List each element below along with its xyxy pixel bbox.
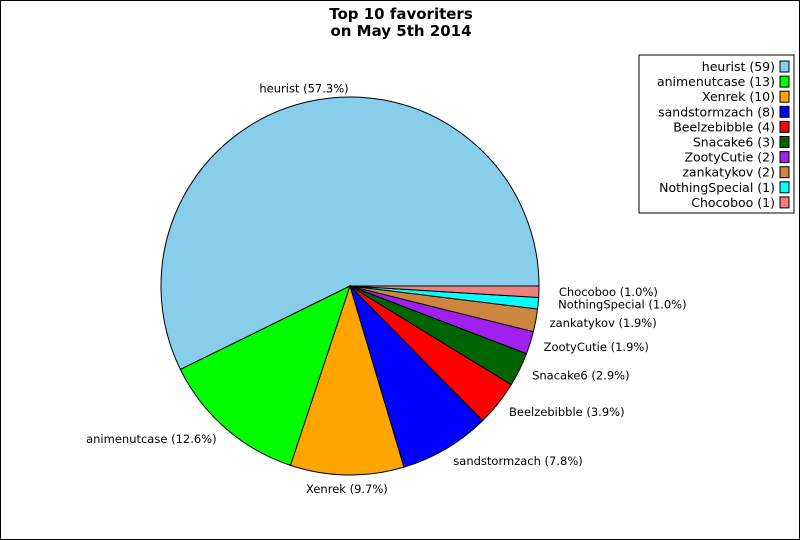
slice-label-heurist: heurist (57.3%) [259, 81, 348, 95]
pie-slice-animenutcase [179, 285, 351, 467]
legend-swatch-nothing-special [779, 181, 790, 194]
legend-label-sandstormzach: sandstormzach (8) [658, 104, 775, 119]
legend-swatch-beelzebibble [779, 120, 790, 133]
pie-slice-heurist [160, 96, 540, 371]
legend-label-snacake6: Snacake6 (3) [693, 135, 775, 150]
legend-label-zankatykov: zankatykov (2) [682, 165, 775, 180]
legend-label-beelzebibble: Beelzebibble (4) [673, 119, 775, 134]
legend: heurist (59)animenutcase (13)Xenrek (10)… [638, 54, 795, 214]
slice-label-xenrek: Xenrek (9.7%) [306, 482, 388, 496]
legend-swatch-xenrek [779, 90, 790, 103]
slice-label-nothing-special: NothingSpecial (1.0%) [558, 298, 687, 312]
pie-slices [160, 96, 540, 476]
legend-label-zooty-cutie: ZootyCutie (2) [684, 150, 775, 165]
legend-swatch-chocoboo [779, 196, 790, 209]
pie-slice-chocoboo [349, 285, 540, 299]
legend-swatch-heurist [779, 60, 790, 73]
legend-swatch-zankatykov [779, 166, 790, 179]
legend-label-nothing-special: NothingSpecial (1) [659, 180, 775, 195]
slice-label-zooty-cutie: ZootyCutie (1.9%) [544, 340, 649, 354]
slice-label-zankatykov: zankatykov (1.9%) [550, 316, 657, 330]
slice-label-beelzebibble: Beelzebibble (3.9%) [509, 405, 625, 419]
legend-label-chocoboo: Chocoboo (1) [691, 195, 775, 210]
chart-title-line-2: on May 5th 2014 [330, 22, 471, 40]
legend-swatch-snacake6 [779, 136, 790, 148]
legend-label-animenutcase: animenutcase (13) [657, 74, 775, 89]
chart-title-line-1: Top 10 favoriters [329, 5, 473, 23]
slice-label-animenutcase: animenutcase (12.6%) [86, 432, 217, 446]
legend-label-xenrek: Xenrek (10) [702, 89, 775, 104]
legend-label-heurist: heurist (59) [702, 59, 775, 74]
legend-box [638, 54, 795, 214]
slice-label-snacake6: Snacake6 (2.9%) [532, 369, 630, 383]
slice-label-chocoboo: Chocoboo (1.0%) [559, 285, 658, 299]
legend-swatch-sandstormzach [779, 105, 790, 118]
slice-labels: heurist (57.3%) animenutcase (12.6%) Xenre… [86, 81, 687, 496]
chart-title: Top 10 favoriters on May 5th 2014 [329, 5, 473, 40]
legend-swatch-animenutcase [779, 75, 790, 88]
slice-label-sandstormzach: sandstormzach (7.8%) [453, 454, 582, 468]
pie-slice-sandstormzach [349, 285, 484, 468]
pie-slice-xenrek [289, 284, 405, 476]
legend-swatch-zooty-cutie [779, 151, 790, 164]
